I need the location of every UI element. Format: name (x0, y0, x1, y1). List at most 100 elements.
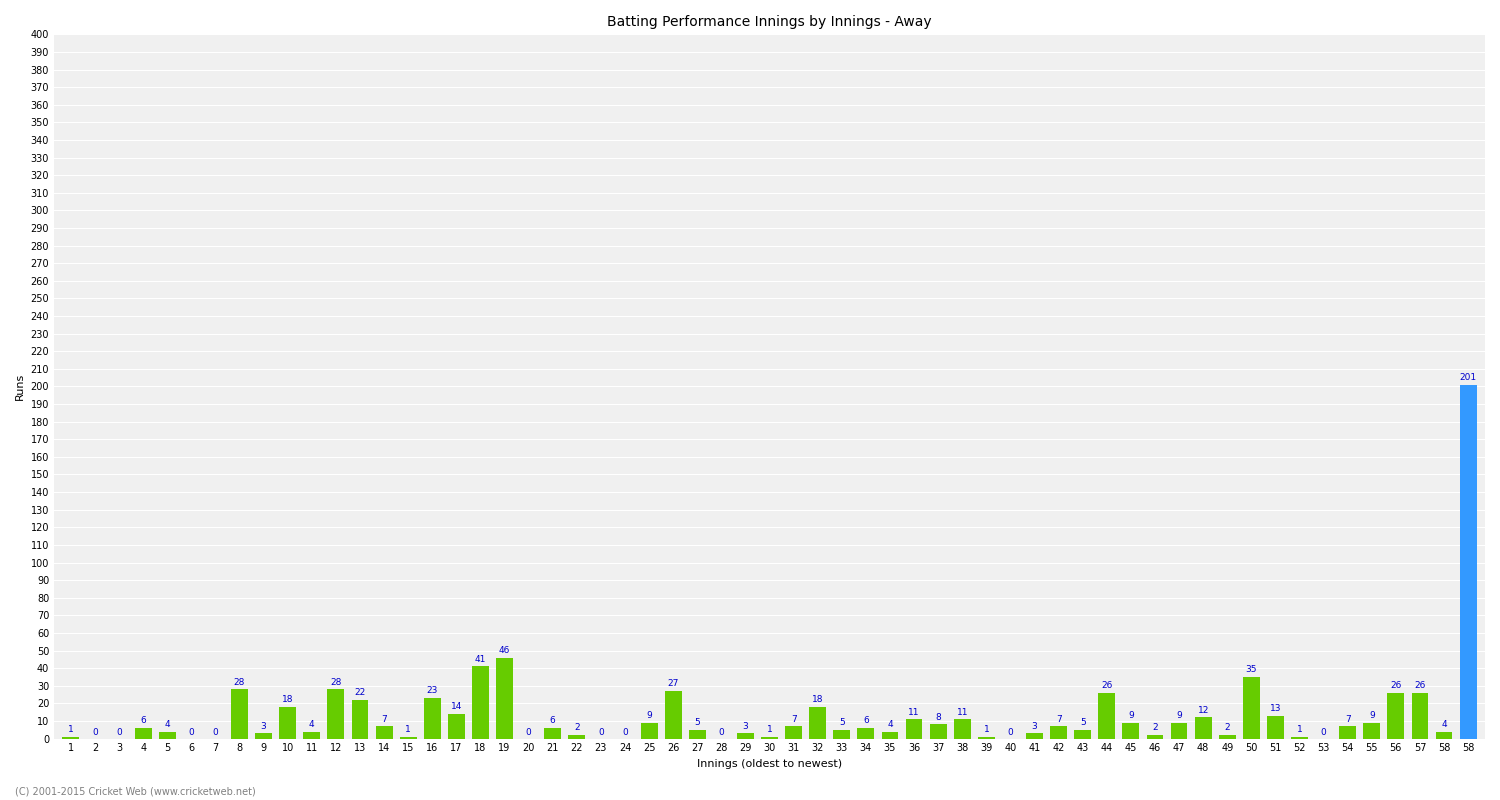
Bar (448, 714, 465, 738)
Text: 9: 9 (1176, 711, 1182, 720)
Bar (736, 734, 754, 738)
Text: 13: 13 (1269, 704, 1281, 713)
Text: 2: 2 (1224, 723, 1230, 733)
Text: 0: 0 (718, 728, 724, 737)
Bar (1122, 722, 1140, 738)
Bar (882, 731, 898, 738)
Text: 28: 28 (330, 678, 342, 686)
Bar (1026, 734, 1042, 738)
Text: 26: 26 (1101, 681, 1113, 690)
Text: 46: 46 (500, 646, 510, 655)
Text: 6: 6 (862, 716, 868, 726)
Text: 1: 1 (766, 725, 772, 734)
Bar (760, 737, 778, 738)
Text: 23: 23 (426, 686, 438, 695)
Text: 7: 7 (790, 714, 796, 724)
Y-axis label: Runs: Runs (15, 373, 26, 400)
Bar (255, 734, 272, 738)
Text: 0: 0 (1320, 728, 1326, 737)
Text: 5: 5 (1080, 718, 1086, 727)
Text: 9: 9 (1128, 711, 1134, 720)
Bar (159, 731, 176, 738)
Text: 4: 4 (886, 720, 892, 729)
Text: 0: 0 (525, 728, 531, 737)
Text: 9: 9 (1370, 711, 1374, 720)
Text: 1: 1 (984, 725, 988, 734)
Text: 0: 0 (92, 728, 98, 737)
Bar (1146, 735, 1164, 738)
Bar (978, 737, 994, 738)
Bar (1220, 735, 1236, 738)
Bar (1074, 730, 1090, 738)
Bar (135, 728, 152, 738)
Bar (1268, 716, 1284, 738)
Text: 2: 2 (1152, 723, 1158, 733)
Bar (1170, 722, 1188, 738)
Bar (906, 719, 922, 738)
Text: 41: 41 (476, 654, 486, 664)
Bar (784, 726, 802, 738)
Text: 201: 201 (1460, 373, 1476, 382)
Bar (327, 690, 345, 738)
Bar (1050, 726, 1066, 738)
Bar (279, 707, 296, 738)
Text: 1: 1 (405, 725, 411, 734)
Text: 7: 7 (381, 714, 387, 724)
Text: 0: 0 (598, 728, 604, 737)
Text: 9: 9 (646, 711, 652, 720)
Text: 3: 3 (742, 722, 748, 730)
Text: 18: 18 (812, 695, 824, 704)
Bar (688, 730, 705, 738)
Text: (C) 2001-2015 Cricket Web (www.cricketweb.net): (C) 2001-2015 Cricket Web (www.cricketwe… (15, 786, 255, 796)
Bar (1194, 718, 1212, 738)
Text: 26: 26 (1414, 681, 1425, 690)
Text: 1: 1 (68, 725, 74, 734)
Title: Batting Performance Innings by Innings - Away: Batting Performance Innings by Innings -… (608, 15, 932, 29)
Text: 1: 1 (1296, 725, 1302, 734)
X-axis label: Innings (oldest to newest): Innings (oldest to newest) (698, 759, 842, 769)
Text: 11: 11 (957, 707, 968, 717)
Text: 3: 3 (261, 722, 267, 730)
Bar (858, 728, 874, 738)
Bar (424, 698, 441, 738)
Bar (1244, 677, 1260, 738)
Bar (930, 725, 946, 738)
Bar (1340, 726, 1356, 738)
Bar (1364, 722, 1380, 738)
Bar (1292, 737, 1308, 738)
Bar (810, 707, 826, 738)
Text: 0: 0 (622, 728, 628, 737)
Text: 18: 18 (282, 695, 294, 704)
Bar (954, 719, 970, 738)
Text: 0: 0 (116, 728, 122, 737)
Text: 5: 5 (839, 718, 844, 727)
Text: 6: 6 (550, 716, 555, 726)
Text: 12: 12 (1197, 706, 1209, 715)
Bar (1388, 693, 1404, 738)
Text: 0: 0 (213, 728, 219, 737)
Text: 7: 7 (1346, 714, 1350, 724)
Text: 27: 27 (668, 679, 680, 689)
Text: 8: 8 (936, 713, 940, 722)
Text: 3: 3 (1032, 722, 1038, 730)
Bar (1436, 731, 1452, 738)
Text: 35: 35 (1245, 666, 1257, 674)
Text: 4: 4 (1442, 720, 1448, 729)
Bar (303, 731, 320, 738)
Text: 0: 0 (1008, 728, 1014, 737)
Bar (1098, 693, 1114, 738)
Bar (399, 737, 417, 738)
Bar (1412, 693, 1428, 738)
Bar (664, 691, 681, 738)
Bar (231, 690, 248, 738)
Text: 4: 4 (165, 720, 170, 729)
Bar (834, 730, 850, 738)
Text: 4: 4 (309, 720, 315, 729)
Text: 7: 7 (1056, 714, 1062, 724)
Text: 11: 11 (909, 707, 920, 717)
Bar (375, 726, 393, 738)
Text: 5: 5 (694, 718, 700, 727)
Text: 22: 22 (354, 688, 366, 698)
Text: 14: 14 (450, 702, 462, 711)
Text: 28: 28 (234, 678, 244, 686)
